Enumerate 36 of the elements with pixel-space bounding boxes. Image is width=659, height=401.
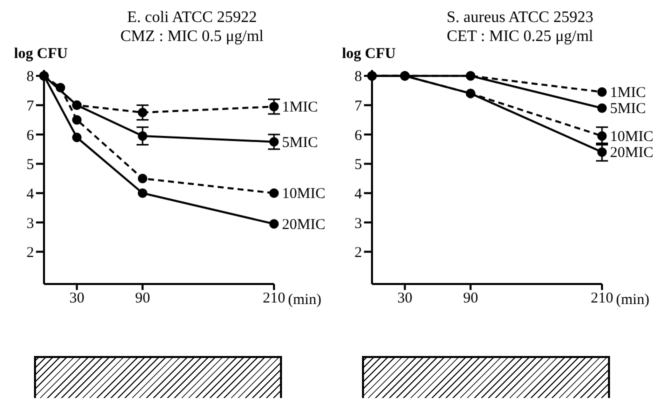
series-label: 20MIC <box>282 216 326 233</box>
chart-subtitle: CET : MIC 0.25 μg/ml <box>446 27 594 46</box>
y-tick-label: 7 <box>26 98 34 115</box>
y-tick-label: 3 <box>26 216 34 232</box>
x-tick-label: 90 <box>463 290 478 307</box>
y-axis-title: log CFU <box>14 46 69 62</box>
y-tick-label: 6 <box>354 128 362 144</box>
y-tick-label: 5 <box>26 157 34 174</box>
y-tick-label: 5 <box>354 157 362 174</box>
series-label: 20MIC <box>610 145 654 162</box>
y-tick-label: 8 <box>354 69 362 86</box>
series-label: 5MIC <box>282 134 318 151</box>
chart-title: S. aureus ATCC 25923 <box>446 8 594 27</box>
x-tick-label: 30 <box>69 290 84 307</box>
y-tick-label: 2 <box>26 245 34 262</box>
series-label: 10MIC <box>282 186 326 202</box>
series-label: 1MIC <box>610 84 646 101</box>
y-axis-title: log CFU <box>342 46 397 62</box>
x-axis-title: (min) <box>288 292 322 308</box>
x-axis-title: (min) <box>616 292 650 308</box>
y-tick-label: 3 <box>354 216 362 232</box>
y-tick-label: 8 <box>26 69 34 86</box>
series-label: 10MIC <box>610 128 654 145</box>
x-tick-label: 210 <box>262 290 286 307</box>
series-label: 1MIC <box>282 100 318 116</box>
x-tick-label: 90 <box>135 290 150 307</box>
y-tick-label: 7 <box>354 98 362 115</box>
series-label: 5MIC <box>610 101 646 118</box>
y-tick-label: 6 <box>26 128 34 144</box>
y-tick-label: 2 <box>354 245 362 262</box>
x-tick-label: 210 <box>590 290 614 307</box>
chart-subtitle: CMZ : MIC 0.5 μg/ml <box>119 27 265 46</box>
y-tick-label: 4 <box>354 186 362 202</box>
chart-title: E. coli ATCC 25922 <box>126 8 258 27</box>
y-tick-label: 4 <box>26 186 34 202</box>
x-tick-label: 30 <box>397 290 412 307</box>
